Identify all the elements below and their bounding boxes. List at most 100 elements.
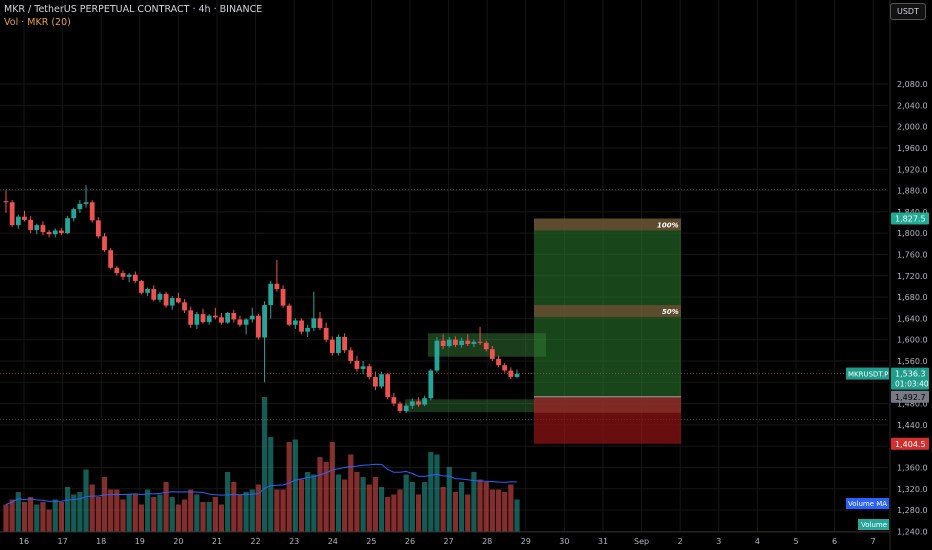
time-tick-label: 26 xyxy=(405,537,415,546)
volume-bar xyxy=(58,502,65,532)
candle-body xyxy=(200,314,206,323)
candle-body xyxy=(77,203,83,210)
volume-ma-tag xyxy=(846,498,889,509)
candle-body xyxy=(59,230,64,234)
candle xyxy=(502,363,508,373)
volume-bar xyxy=(151,497,157,532)
candle-body xyxy=(397,403,403,412)
candle xyxy=(65,216,70,235)
tp-50-band xyxy=(534,305,681,318)
price-tick-label: 1,240.0 xyxy=(897,527,928,536)
volume-indicator-label[interactable]: Vol · MKR (20) xyxy=(4,17,71,28)
candle-body xyxy=(102,236,107,251)
candle xyxy=(403,403,409,414)
price-tick-label: 1,920.0 xyxy=(897,165,928,174)
candle-body xyxy=(348,350,354,361)
volume-bar xyxy=(231,482,237,532)
candle-body xyxy=(212,315,218,318)
candle xyxy=(342,333,348,353)
chart-grid xyxy=(0,0,888,532)
candle-body xyxy=(46,232,52,235)
candle xyxy=(372,371,378,391)
candle xyxy=(514,369,520,378)
candle xyxy=(40,221,46,236)
price-tick-label: 2,000.0 xyxy=(897,123,928,132)
price-tick-label: 1,280.0 xyxy=(897,506,928,515)
candle xyxy=(477,326,483,345)
candle xyxy=(397,401,403,414)
price-tick-label: 1,320.0 xyxy=(897,485,928,494)
volume-bar xyxy=(237,494,243,532)
price-markers: 1,827.51,536.301:03:40MKRUSDT.P1,492.71,… xyxy=(846,212,929,530)
volume-bar xyxy=(163,482,169,532)
volume-bar xyxy=(483,482,489,532)
volume-bar xyxy=(286,442,292,532)
candle-body xyxy=(311,318,317,328)
candle-body xyxy=(416,401,421,405)
volume-bar xyxy=(323,462,329,532)
candle-body xyxy=(446,339,452,347)
candle xyxy=(237,315,243,327)
candle xyxy=(22,210,27,222)
volume-bar xyxy=(298,479,305,532)
candle xyxy=(311,291,317,332)
candle-body xyxy=(120,273,126,277)
candle-body xyxy=(71,209,77,219)
entry-price-marker xyxy=(891,390,929,403)
candle-body xyxy=(465,340,471,344)
candle xyxy=(286,303,292,327)
candle xyxy=(200,308,206,324)
candle xyxy=(132,271,138,284)
support-zone xyxy=(405,399,535,413)
target-price-marker xyxy=(891,212,929,225)
volume-bar xyxy=(385,497,391,532)
candle-body xyxy=(95,220,101,237)
current-price-marker-text: 1,536.3 xyxy=(895,370,926,379)
volume-bar xyxy=(403,474,409,532)
candle xyxy=(9,200,15,227)
price-tick-label: 1,840.0 xyxy=(897,208,928,217)
stop-price-marker-text: 1,404.5 xyxy=(895,440,926,449)
long-position-tool[interactable]: 100% 50% xyxy=(405,218,681,444)
volume-bar xyxy=(21,502,28,532)
candle-body xyxy=(15,216,21,226)
entry-price-marker-text: 1,492.7 xyxy=(895,393,926,402)
candle xyxy=(249,307,255,323)
candle-body xyxy=(477,341,483,343)
candle xyxy=(256,314,261,340)
symbol-title[interactable]: MKR / TetherUS PERPETUAL CONTRACT · 4h ·… xyxy=(4,4,263,15)
candle-body xyxy=(299,320,304,332)
candle xyxy=(188,306,194,328)
volume-bar xyxy=(218,504,225,532)
price-tick-label: 1,800.0 xyxy=(897,229,928,238)
candle xyxy=(508,367,514,380)
candle xyxy=(163,291,169,308)
volume-bar xyxy=(169,497,175,532)
candle-body xyxy=(489,349,495,359)
candle xyxy=(71,207,77,222)
candle-body xyxy=(139,281,144,293)
volume-bar xyxy=(145,489,151,532)
time-tick-label: 21 xyxy=(212,537,222,546)
currency-button[interactable]: USDT xyxy=(890,3,926,20)
time-tick-label: 25 xyxy=(366,537,376,546)
volume-bar xyxy=(305,472,311,532)
volume-bar xyxy=(458,482,465,532)
volume-bar xyxy=(188,489,194,532)
volume-bar xyxy=(108,489,114,532)
candle-body xyxy=(323,327,329,340)
candle xyxy=(428,368,434,401)
candle xyxy=(28,216,34,234)
candle-body xyxy=(354,360,360,369)
tp-100-band xyxy=(534,218,681,231)
candle xyxy=(157,291,163,303)
time-tick-label: 29 xyxy=(521,537,531,546)
volume-bar xyxy=(372,477,378,532)
candle xyxy=(52,228,58,238)
price-axis[interactable] xyxy=(890,0,932,550)
candle-body xyxy=(52,230,58,235)
candle xyxy=(489,346,495,361)
price-tick-label: 1,760.0 xyxy=(897,250,928,259)
